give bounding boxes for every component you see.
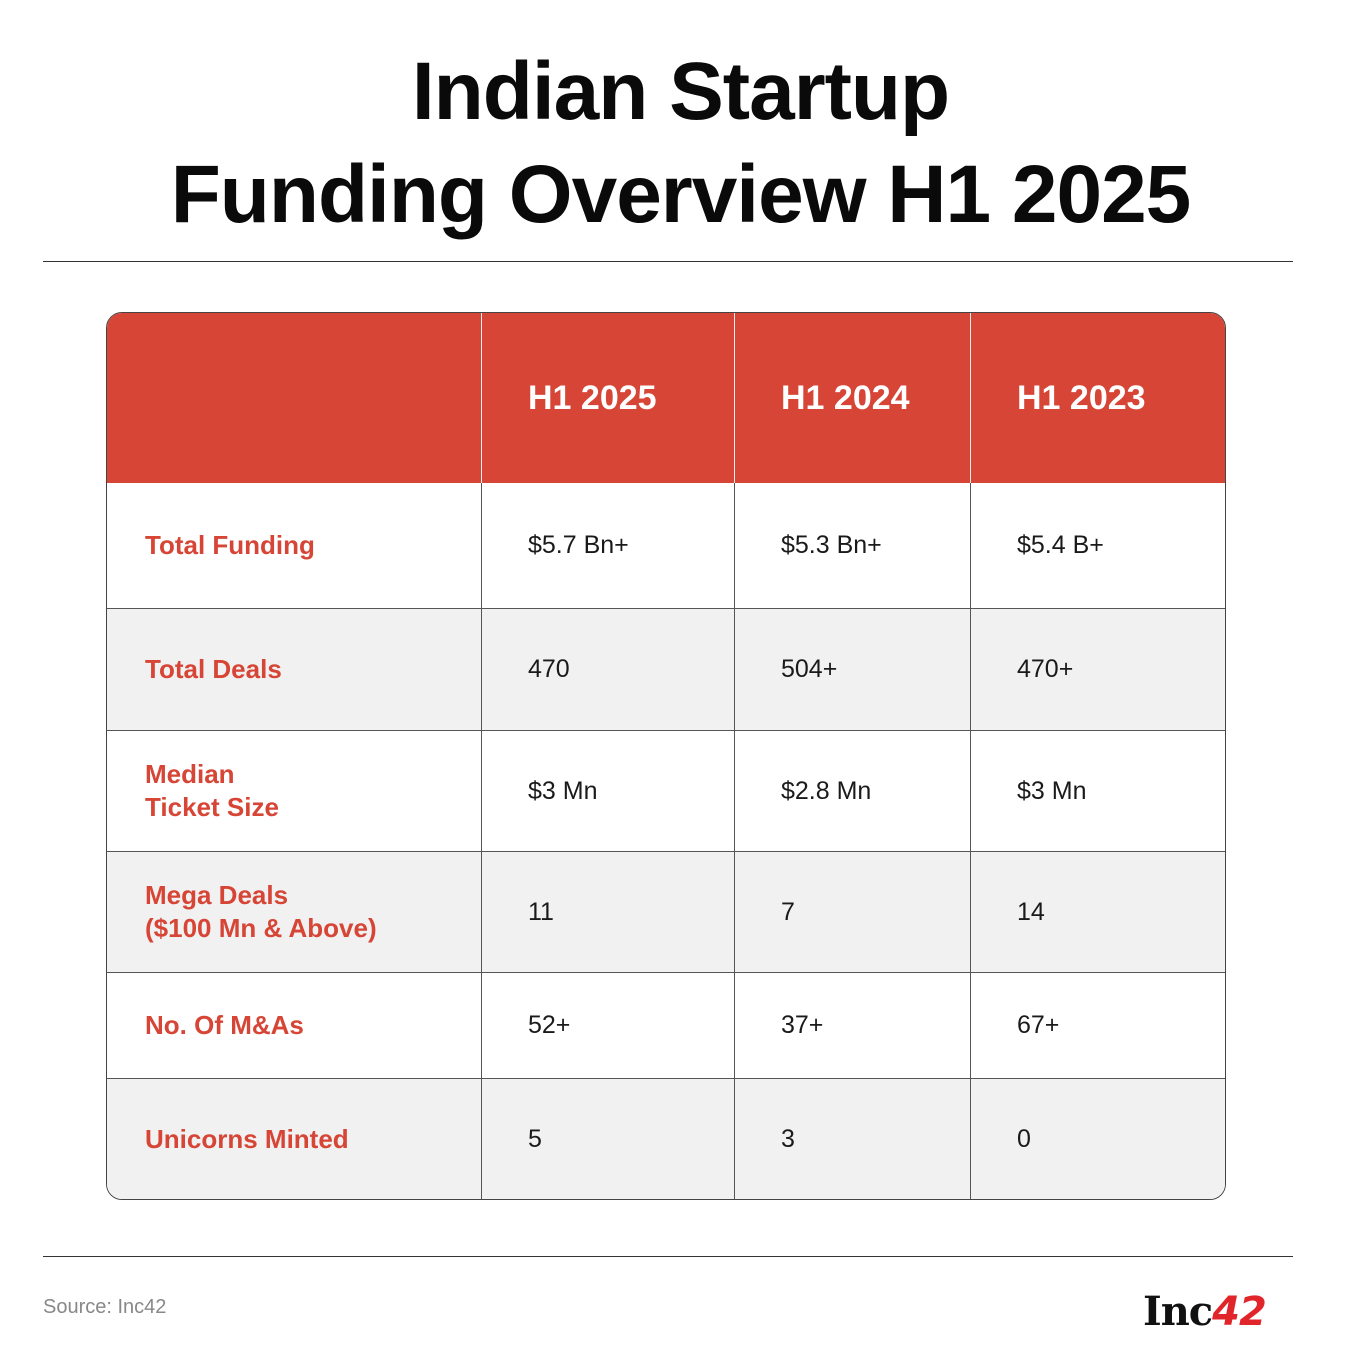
row-label: Unicorns Minted xyxy=(107,1079,482,1199)
value-cell: 37+ xyxy=(735,973,971,1079)
value-cell: $3 Mn xyxy=(482,731,735,852)
page-title-line1: Indian Startup xyxy=(411,46,950,137)
header-cell: H1 2023 xyxy=(971,313,1225,483)
value-cell: $5.7 Bn+ xyxy=(482,483,735,609)
value-cell: 470+ xyxy=(971,609,1225,731)
bottom-divider xyxy=(43,1256,1293,1257)
value-cell: 52+ xyxy=(482,973,735,1079)
value-cell: $5.3 Bn+ xyxy=(735,483,971,609)
table-row: Total Funding $5.7 Bn+ $5.3 Bn+ $5.4 B+ xyxy=(107,483,1225,609)
header-cell xyxy=(107,313,482,483)
page-title-line2: Funding Overview H1 2025 xyxy=(170,149,1192,240)
header-cell: H1 2024 xyxy=(735,313,971,483)
row-label: Total Funding xyxy=(107,483,482,609)
value-cell: 504+ xyxy=(735,609,971,731)
value-cell: 5 xyxy=(482,1079,735,1199)
top-divider xyxy=(43,261,1293,262)
value-cell: 0 xyxy=(971,1079,1225,1199)
value-cell: 3 xyxy=(735,1079,971,1199)
table-row: Mega Deals ($100 Mn & Above) 11 7 14 xyxy=(107,852,1225,973)
funding-table: H1 2025 H1 2024 H1 2023 Total Funding $5.… xyxy=(106,312,1226,1200)
logo-number: 42 xyxy=(1212,1289,1267,1335)
header-cell: H1 2025 xyxy=(482,313,735,483)
source-note: Source: Inc42 xyxy=(43,1296,167,1318)
row-label: No. Of M&As xyxy=(107,973,482,1079)
value-cell: 7 xyxy=(735,852,971,973)
value-cell: $2.8 Mn xyxy=(735,731,971,852)
value-cell: 470 xyxy=(482,609,735,731)
value-cell: 14 xyxy=(971,852,1225,973)
value-cell: $3 Mn xyxy=(971,731,1225,852)
row-label: Total Deals xyxy=(107,609,482,731)
table-row: No. Of M&As 52+ 37+ 67+ xyxy=(107,973,1225,1079)
table-row: Total Deals 470 504+ 470+ xyxy=(107,609,1225,731)
inc42-logo: Inc42 xyxy=(1143,1288,1267,1335)
header-row: H1 2025 H1 2024 H1 2023 xyxy=(107,313,1225,483)
value-cell: $5.4 B+ xyxy=(971,483,1225,609)
row-label: Median Ticket Size xyxy=(107,731,482,852)
logo-text: Inc xyxy=(1143,1288,1213,1335)
value-cell: 67+ xyxy=(971,973,1225,1079)
table-row: Unicorns Minted 5 3 0 xyxy=(107,1079,1225,1199)
row-label: Mega Deals ($100 Mn & Above) xyxy=(107,852,482,973)
value-cell: 11 xyxy=(482,852,735,973)
table-row: Median Ticket Size $3 Mn $2.8 Mn $3 Mn xyxy=(107,731,1225,852)
